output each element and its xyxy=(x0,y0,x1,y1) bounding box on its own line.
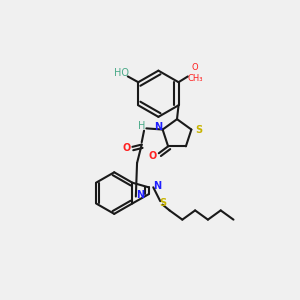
Text: O: O xyxy=(122,143,131,153)
Text: HO: HO xyxy=(115,68,130,78)
Text: O
CH₃: O CH₃ xyxy=(187,63,202,83)
Text: N: N xyxy=(153,181,161,191)
Text: O: O xyxy=(149,151,157,160)
Text: N: N xyxy=(136,190,145,200)
Text: S: S xyxy=(159,199,166,208)
Text: H: H xyxy=(138,121,146,131)
Text: N: N xyxy=(154,122,162,132)
Text: S: S xyxy=(195,124,202,134)
